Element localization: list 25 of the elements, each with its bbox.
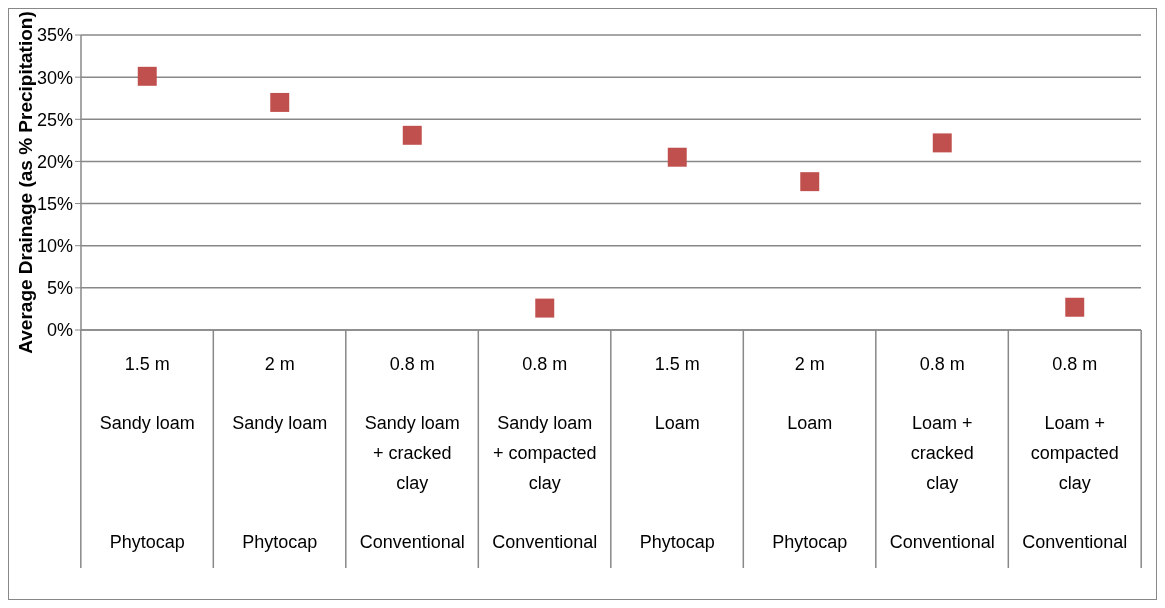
point [535, 298, 555, 318]
category-label: 1.5 m Loam Phytocap [639, 354, 715, 552]
point [402, 125, 422, 145]
category-label: 1.5 m Sandy loam Phytocap [99, 354, 195, 552]
y-tick-label: 30% [36, 67, 73, 88]
y-tick-label: 10% [36, 236, 73, 257]
y-tick-label: 5% [46, 278, 73, 299]
category-label: 0.8 m Loam + cracked clay Conventional [889, 354, 995, 552]
y-tick-label: 15% [36, 193, 73, 214]
point [667, 147, 687, 167]
point [800, 172, 820, 192]
y-tick-label: 20% [36, 151, 73, 172]
y-tick-label: 25% [36, 109, 73, 130]
category-label: 0.8 m Sandy loam + cracked clay Conventional [359, 354, 465, 552]
category-label: 2 m Loam Phytocap [772, 354, 848, 552]
y-tick-label: 35% [36, 25, 73, 46]
point [137, 66, 157, 86]
y-axis-title: Average Drainage (as % Precipitation) [14, 11, 36, 354]
point [270, 92, 290, 112]
category-label: 0.8 m Sandy loam + compacted clay Conventional [492, 354, 598, 552]
category-label: 0.8 m Loam + compacted clay Conventional [1022, 354, 1128, 552]
point [1065, 297, 1085, 317]
y-tick-label: 0% [46, 320, 73, 341]
category-label: 2 m Sandy loam Phytocap [232, 354, 328, 552]
point [932, 133, 952, 153]
